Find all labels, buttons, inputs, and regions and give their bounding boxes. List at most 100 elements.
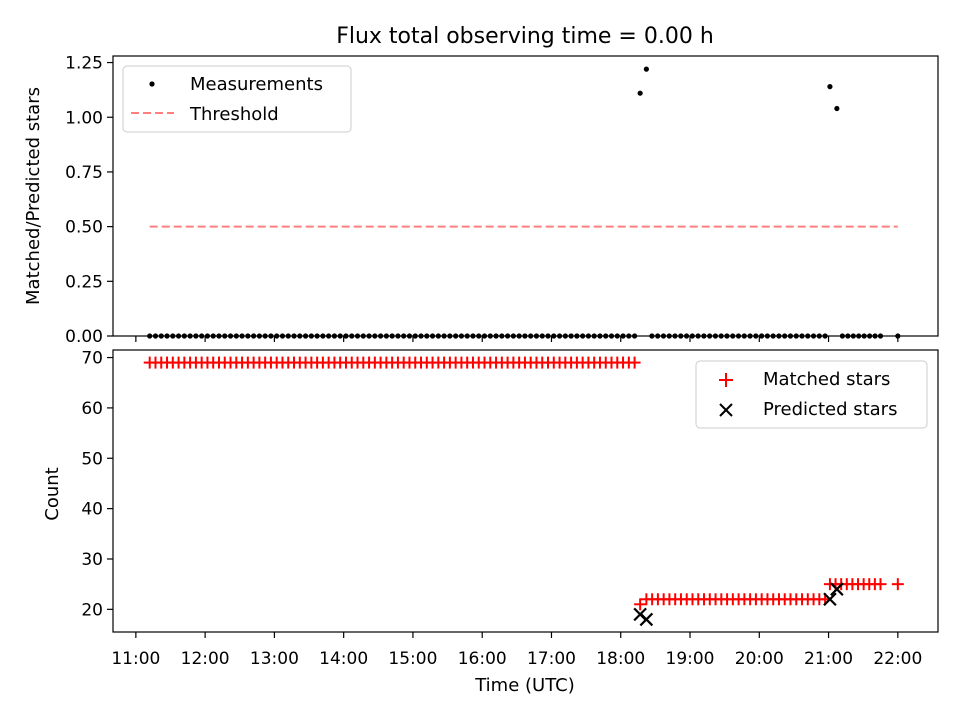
measurement-point [597, 333, 603, 339]
measurement-point [297, 333, 303, 339]
measurement-point [568, 333, 574, 339]
measurement-point [360, 333, 366, 339]
measurement-point [872, 333, 878, 339]
measurement-point [476, 333, 482, 339]
measurement-point [522, 333, 528, 339]
measurement-point [758, 333, 765, 339]
measurement-point [204, 333, 211, 339]
predicted-star-point [823, 592, 837, 607]
bottom-y-axis-label: Count [42, 467, 63, 520]
measurement-point [626, 333, 632, 339]
measurement-point [233, 333, 239, 339]
measurement-point [499, 333, 505, 339]
measurement-point [816, 333, 822, 339]
top-series-layer [147, 66, 901, 339]
top-legend: Measurements Threshold [122, 65, 352, 133]
measurement-point [799, 333, 805, 339]
measurement-point [216, 333, 222, 339]
measurement-point [383, 333, 389, 339]
measurement-point [210, 333, 216, 339]
measurement-point [672, 333, 678, 339]
measurement-point [707, 333, 713, 339]
measurement-point [470, 333, 476, 339]
top-y-tick-label: 1.00 [65, 108, 103, 128]
measurement-point [464, 333, 470, 339]
measurement-point [175, 333, 182, 339]
measurement-point [562, 333, 568, 339]
measurement-point [262, 333, 268, 339]
measurement-point [856, 333, 862, 339]
measurement-point [285, 333, 291, 339]
measurement-point [666, 333, 672, 339]
measurement-point [695, 333, 701, 339]
top-y-axis-label: Matched/Predicted stars [23, 87, 44, 305]
measurement-point [827, 84, 833, 90]
measurement-point [620, 333, 626, 339]
bottom-legend-box [695, 360, 928, 429]
x-tick-label: 12:00 [181, 649, 230, 669]
measurement-point [435, 333, 441, 339]
measurement-point [256, 333, 262, 339]
measurement-point [354, 333, 361, 339]
x-tick-label: 13:00 [250, 649, 299, 669]
x-tick-label: 18:00 [596, 649, 645, 669]
measurement-point [782, 333, 788, 339]
measurement-point [349, 333, 355, 339]
measurement-point [660, 333, 667, 339]
x-tick-label: 14:00 [319, 649, 368, 669]
measurement-point [424, 333, 430, 339]
measurement-point [314, 333, 320, 339]
measurement-point [251, 333, 257, 339]
measurement-point [274, 333, 280, 339]
bottom-y-tick-label: 60 [81, 399, 103, 419]
predicted-star-point [830, 582, 844, 596]
measurement-point [181, 333, 187, 339]
measurement-point [735, 333, 742, 339]
measurement-point [591, 333, 597, 339]
measurement-point [389, 333, 395, 339]
legend-matched-label: Matched stars [763, 369, 890, 390]
measurement-point [199, 333, 205, 339]
bottom-y-tick-label: 40 [81, 500, 103, 520]
x-tick-label: 21:00 [804, 649, 853, 669]
chart-title: Flux total observing time = 0.00 h [336, 24, 714, 49]
measurement-point [412, 333, 418, 339]
measurement-point [481, 333, 488, 339]
measurement-point [839, 333, 846, 339]
legend-threshold-label: Threshold [189, 104, 279, 125]
measurement-point [227, 333, 234, 339]
measurement-point [810, 333, 817, 339]
legend-predicted-marker [719, 403, 733, 417]
bottom-legend: Matched stars Predicted stars [695, 360, 928, 429]
matched-star-point [628, 356, 641, 369]
measurement-point [718, 333, 724, 339]
measurement-point [631, 333, 638, 339]
measurement-point [753, 333, 759, 339]
measurement-point [545, 333, 551, 339]
measurement-point [850, 333, 856, 339]
measurement-point [655, 333, 661, 339]
measurement-point [447, 333, 453, 339]
measurement-point [343, 333, 349, 339]
measurement-point [787, 333, 794, 339]
measurement-point [429, 333, 436, 339]
measurement-point [366, 333, 372, 339]
measurement-point [649, 333, 655, 339]
measurement-point [741, 333, 747, 339]
legend-matched-marker [719, 373, 733, 387]
top-y-tick-label: 0.75 [65, 163, 103, 183]
measurement-point [861, 333, 867, 339]
measurement-point [268, 333, 274, 339]
top-legend-box [122, 65, 352, 133]
bottom-plot-panel: 20 30 40 50 60 70 11:00 12:00 13:00 14:00 15:00 16… [42, 349, 939, 696]
measurement-point [764, 333, 770, 339]
x-tick-label: 20:00 [735, 649, 784, 669]
measurement-point [418, 333, 424, 339]
measurement-point [747, 333, 753, 339]
measurement-point [147, 333, 153, 339]
measurement-point [308, 333, 314, 339]
measurement-point [372, 333, 378, 339]
measurement-point [689, 333, 695, 339]
bottom-y-tick-label: 50 [81, 449, 103, 469]
predicted-star-point [639, 612, 654, 627]
